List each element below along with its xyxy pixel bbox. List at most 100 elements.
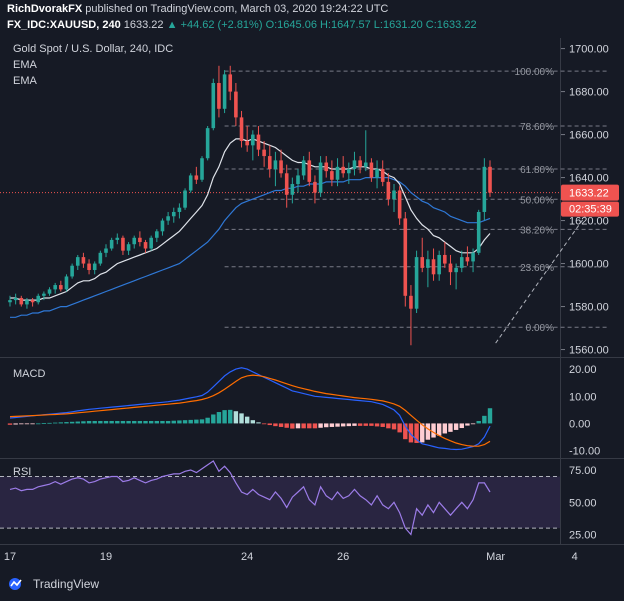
- candle-body: [205, 128, 210, 159]
- candle-body: [420, 257, 425, 268]
- fib-level-label: 23.60%: [520, 263, 554, 274]
- price-axis-label: 1580.00: [569, 302, 609, 314]
- time-axis-label: 24: [241, 551, 253, 563]
- candle-body: [437, 254, 441, 275]
- countdown-badge-label: 02:35:39: [569, 204, 612, 216]
- macd-histogram-bar: [194, 419, 199, 424]
- macd-histogram-bar: [346, 423, 352, 427]
- candle-body: [70, 265, 74, 277]
- candle-body: [369, 162, 374, 178]
- candle-body: [143, 242, 148, 249]
- macd-signal-line: [9, 374, 491, 447]
- macd-histogram-bar: [312, 423, 318, 429]
- macd-histogram-bar: [307, 423, 312, 429]
- tradingview-logo[interactable]: TradingView: [8, 577, 99, 591]
- macd-histogram-bar: [177, 420, 182, 424]
- candle-body: [301, 160, 306, 176]
- candle-body: [200, 158, 204, 180]
- macd-histogram-bar: [86, 420, 92, 424]
- candle-body: [239, 117, 244, 142]
- price-axis-label: 1600.00: [569, 259, 609, 271]
- candle-body: [98, 252, 103, 264]
- tradingview-logo-icon: [9, 578, 22, 590]
- price-axis-label: 1640.00: [569, 173, 609, 185]
- candle-body: [160, 220, 165, 232]
- candle-body: [409, 295, 413, 309]
- macd-histogram-bar: [363, 423, 368, 426]
- candle-body: [256, 134, 261, 150]
- macd-histogram-bar: [420, 423, 425, 443]
- price-axis-label: 1660.00: [569, 130, 609, 142]
- macd-histogram-bar: [425, 423, 431, 440]
- macd-histogram-bar: [487, 408, 493, 424]
- macd-histogram-bar: [465, 423, 470, 426]
- rsi-axis-label: 50.00: [569, 497, 597, 509]
- macd-histogram-bar: [69, 421, 75, 424]
- candle-body: [386, 181, 391, 200]
- candle-body: [228, 74, 233, 92]
- macd-histogram-bar: [278, 423, 284, 427]
- macd-histogram-bar: [199, 419, 205, 424]
- macd-histogram-bar: [115, 420, 120, 424]
- macd-histogram-bar: [335, 423, 340, 427]
- countdown-badge: [561, 201, 619, 217]
- candle-body: [251, 134, 255, 146]
- candle-body: [25, 300, 29, 305]
- fib-level-label: 38.20%: [520, 225, 554, 236]
- candle-body: [273, 160, 278, 169]
- candle-body: [171, 211, 176, 217]
- up-arrow-icon: ▲: [166, 19, 178, 31]
- macd-histogram-bar: [386, 423, 391, 429]
- fib-level-label: 78.60%: [520, 122, 554, 133]
- macd-histogram-bar: [103, 420, 109, 424]
- candle-body: [138, 237, 142, 243]
- macd-histogram-bar: [216, 412, 222, 424]
- candle-body: [488, 166, 492, 193]
- candle-body: [380, 168, 385, 182]
- macd-histogram-bar: [30, 423, 35, 425]
- candle-body: [92, 263, 97, 271]
- time-axis-label: 26: [337, 551, 349, 563]
- candle-body: [211, 82, 216, 129]
- fib-level-label: 50.00%: [520, 195, 554, 206]
- candle-body: [324, 162, 329, 172]
- candle-body: [267, 156, 272, 169]
- macd-histogram-bar: [340, 423, 346, 427]
- macd-histogram-bar: [380, 423, 385, 427]
- candle-body: [284, 173, 289, 195]
- macd-histogram-bar: [267, 423, 272, 426]
- author-name[interactable]: RichDvorakFX: [7, 3, 83, 15]
- macd-histogram-bar: [228, 409, 233, 424]
- candle-body: [75, 257, 80, 266]
- candle-body: [30, 300, 35, 303]
- macd-histogram-bar: [211, 414, 216, 424]
- macd-histogram-bar: [448, 423, 453, 432]
- macd-histogram-bar: [357, 423, 363, 426]
- candle-body: [47, 289, 52, 294]
- macd-histogram-bar: [295, 423, 301, 429]
- candle-body: [87, 263, 91, 271]
- fib-level-label: 0.00%: [526, 323, 554, 334]
- last-price: 1633.22: [123, 19, 164, 31]
- candle-body: [403, 218, 408, 296]
- candle-body: [307, 160, 312, 182]
- macd-histogram-bar: [64, 422, 69, 424]
- trendline: [495, 198, 598, 344]
- candle-body: [8, 300, 12, 303]
- candle-body: [318, 162, 323, 193]
- macd-histogram-bar: [391, 423, 397, 430]
- macd-histogram-bar: [250, 420, 256, 424]
- macd-label: MACD: [13, 368, 46, 380]
- macd-histogram-bar: [244, 416, 250, 424]
- macd-histogram-bar: [143, 420, 148, 424]
- macd-histogram-bar: [24, 423, 30, 425]
- rsi-axis-label: 25.00: [569, 530, 597, 542]
- time-axis-label: 4: [572, 551, 578, 563]
- macd-histogram-bar: [352, 423, 357, 426]
- price-change: +44.62 (+2.81%): [180, 19, 263, 31]
- candle-body: [183, 190, 187, 208]
- price-axis-label: 1560.00: [569, 345, 609, 357]
- symbol-info: FX_IDC:XAUUSD, 240 1633.22 ▲ +44.62 (+2.…: [7, 19, 477, 31]
